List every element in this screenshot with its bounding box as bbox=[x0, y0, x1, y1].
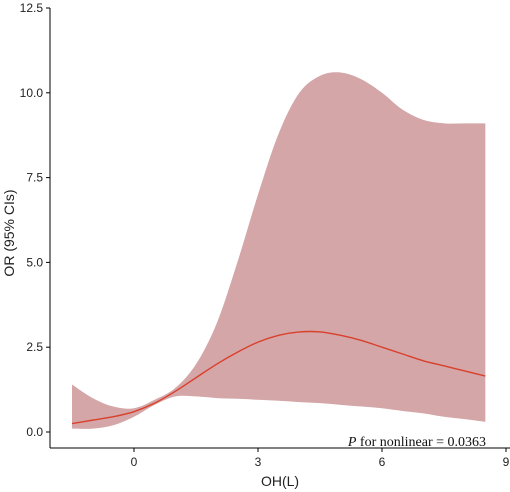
y-tick-label: 12.5 bbox=[20, 1, 44, 15]
estimate-line bbox=[71, 330, 486, 425]
y-tick-label: 0.0 bbox=[26, 425, 43, 439]
y-tick-label: 10.0 bbox=[20, 86, 44, 100]
y-tick-label: 7.5 bbox=[26, 171, 43, 185]
x-axis-title: OH(L) bbox=[261, 473, 299, 489]
x-tick-label: 9 bbox=[503, 455, 510, 469]
x-tick-label: 6 bbox=[379, 455, 386, 469]
plot-area bbox=[71, 72, 486, 429]
x-tick-label: 3 bbox=[255, 455, 262, 469]
y-tick-label: 5.0 bbox=[26, 255, 43, 269]
y-axis-title: OR (95% CIs) bbox=[1, 189, 17, 276]
annotation-p: P bbox=[347, 435, 357, 450]
axes: 0.0 2.5 5.0 7.5 10.0 12.5 0 3 6 9 bbox=[20, 1, 510, 469]
confidence-band bbox=[72, 72, 486, 429]
x-tick-label: 0 bbox=[131, 455, 138, 469]
annotation-text: for nonlinear = 0.0363 bbox=[356, 435, 486, 450]
y-tick-label: 2.5 bbox=[26, 340, 43, 354]
nonlinearity-annotation: P for nonlinear = 0.0363 bbox=[347, 435, 486, 450]
